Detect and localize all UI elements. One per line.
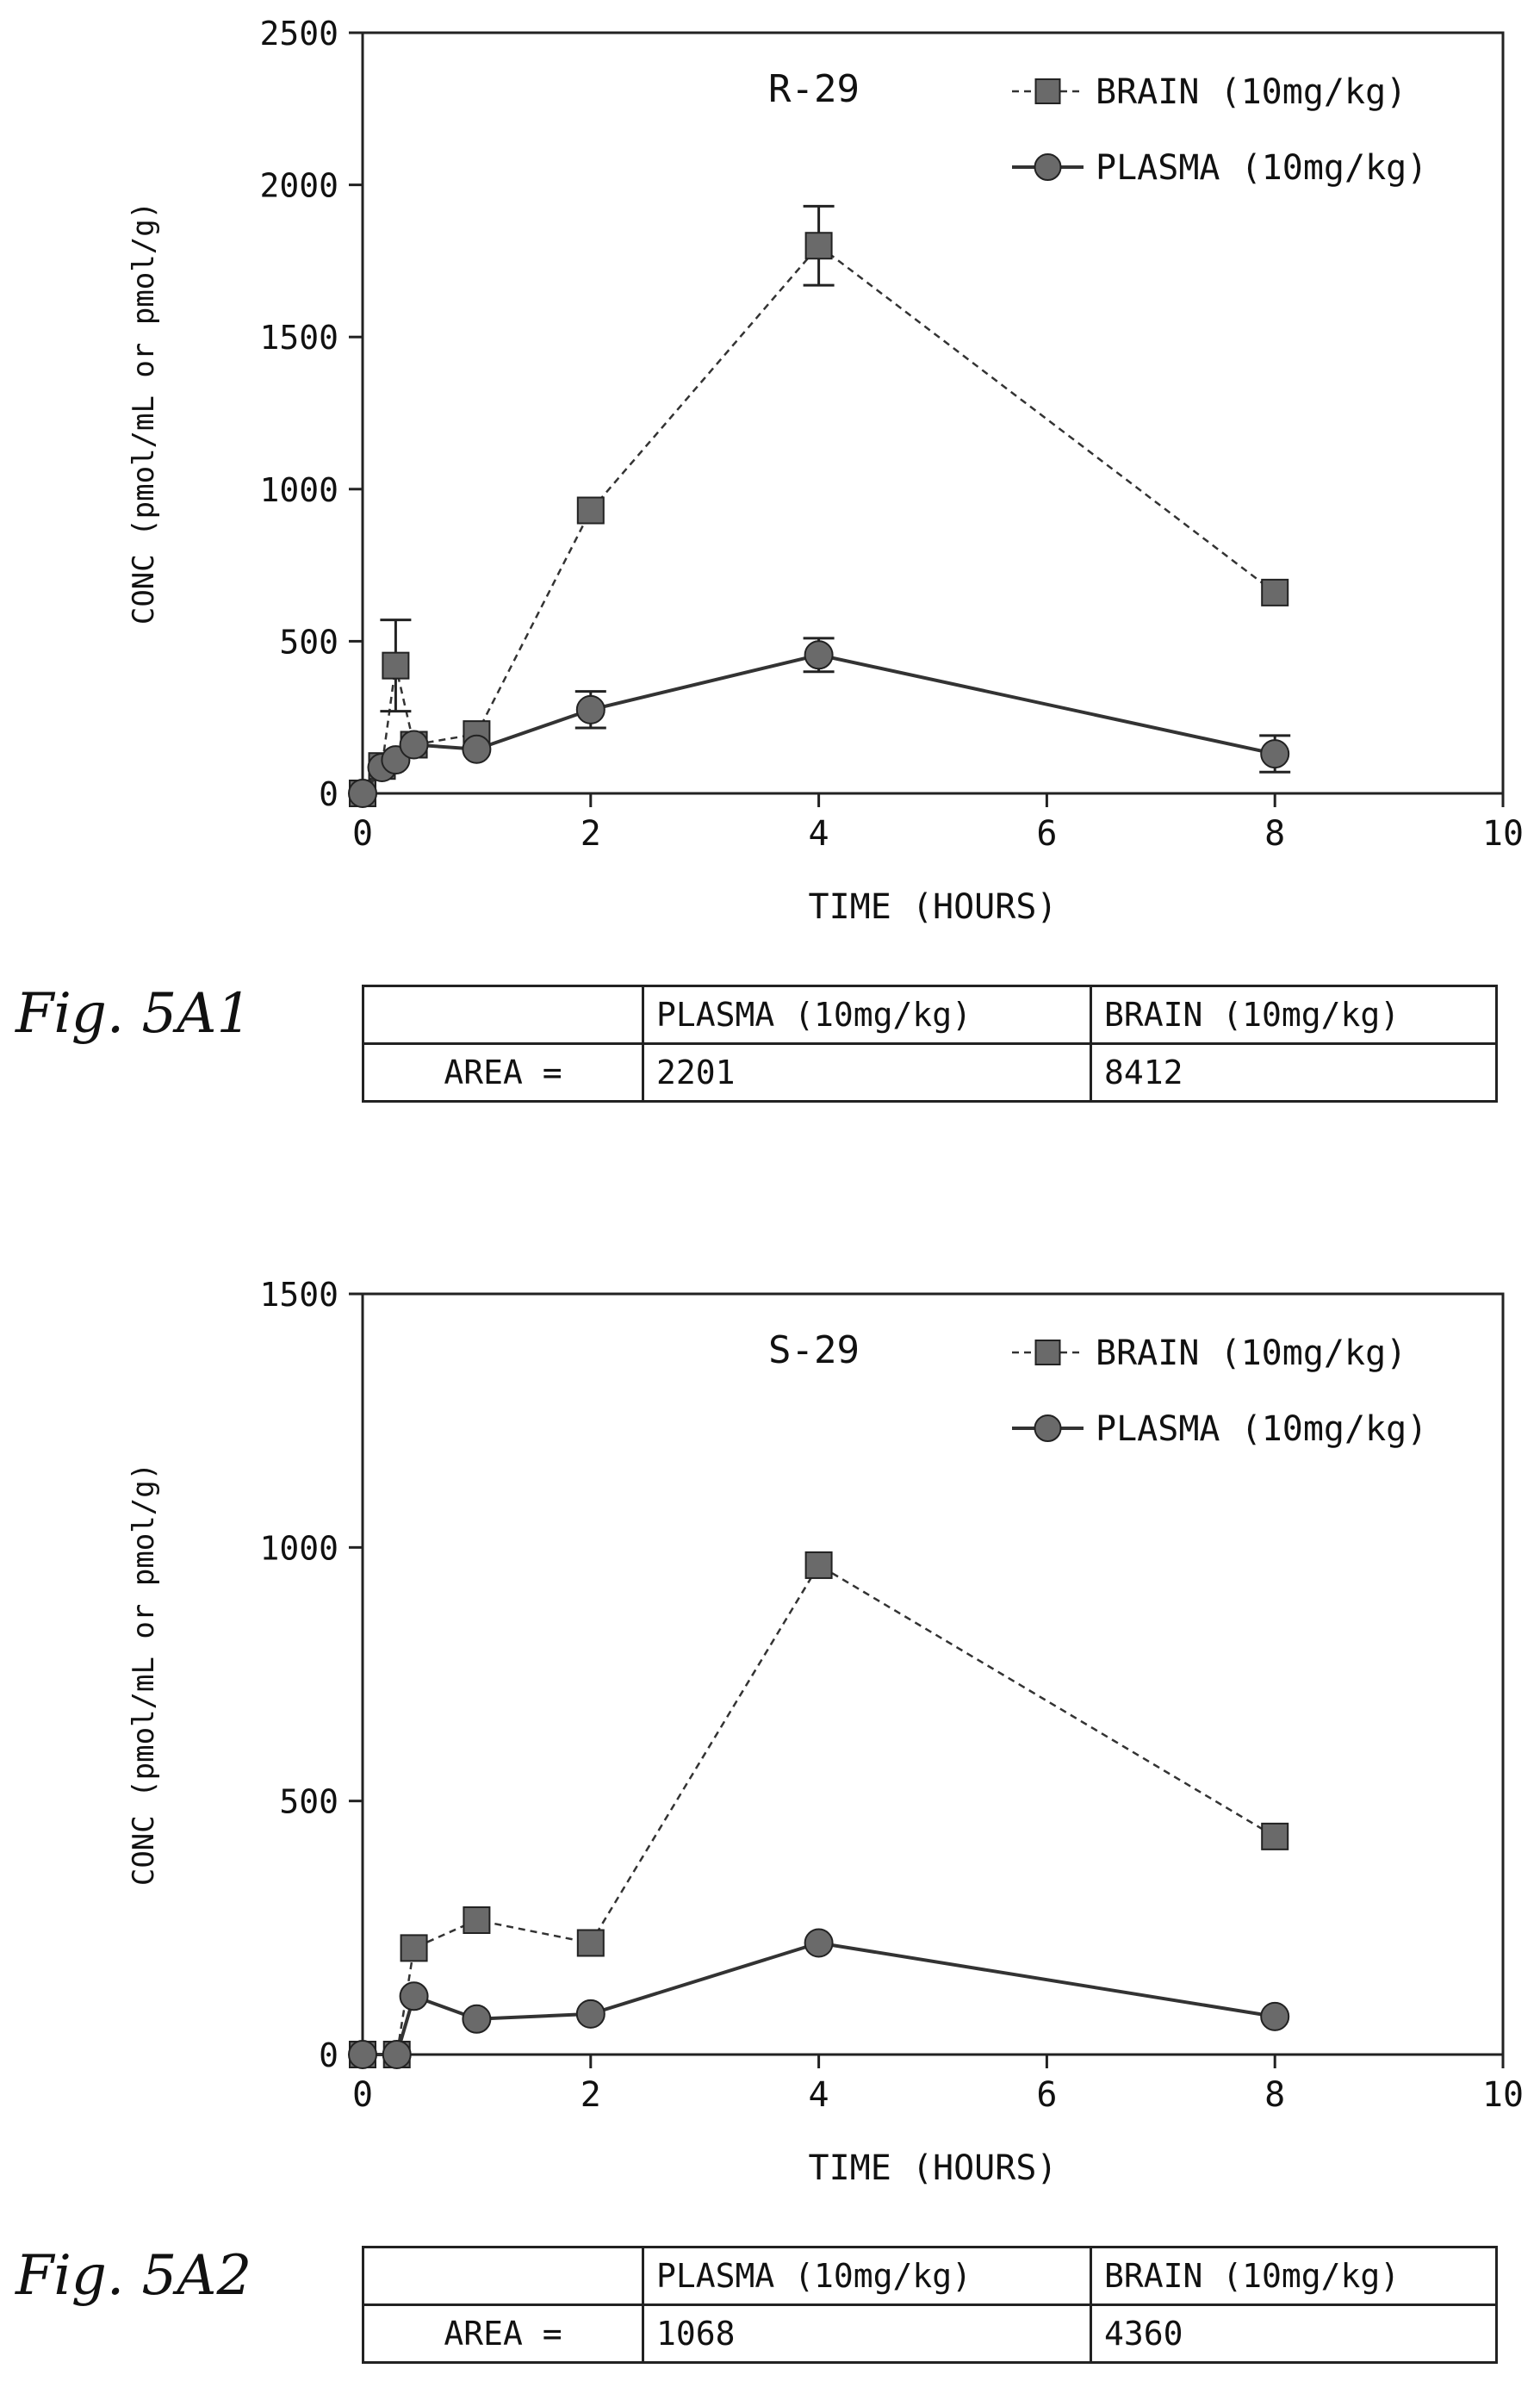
y-axis-label: CONC (pmol/mL or pmol/g) [127,1463,161,1886]
brain-data-point [1261,578,1289,606]
area-table-5a1: PLASMA (10mg/kg) BRAIN (10mg/kg) AREA = … [362,985,1498,1103]
plasma-data-point [382,2040,412,2069]
plasma-legend-label: PLASMA (10mg/kg) [1096,148,1427,188]
table-header-plasma: PLASMA (10mg/kg) [642,985,1092,1045]
x-tick-label: 10 [1482,814,1524,854]
x-tick-label: 6 [1036,814,1057,854]
table-cell-plasma-area: 1068 [642,2303,1092,2364]
plasma-legend-label: PLASMA (10mg/kg) [1096,1409,1427,1449]
brain-data-point [400,1934,428,1962]
y-tick-label: 1500 [259,319,338,357]
figure-label-5a1: Fig. 5A1 [16,982,252,1046]
brain-data-point [463,1906,491,1935]
table-row-label: AREA = [362,1042,644,1103]
plasma-data-point [399,730,429,760]
y-tick-label: 1000 [259,1529,338,1567]
plasma-series-line [361,653,1276,795]
plasma-data-point [399,1981,429,2011]
y-tick-label: 2000 [259,167,338,205]
brain-data-point [576,496,605,525]
x-tick-label: 8 [1264,814,1285,854]
x-tick-label: 2 [581,2075,601,2115]
x-axis-label: TIME (HOURS) [809,887,1058,927]
x-axis-label: TIME (HOURS) [809,2148,1058,2188]
brain-data-point [576,1929,605,1957]
table-header-empty [362,2246,644,2306]
plasma-data-point [804,640,834,670]
brain-data-point [382,651,410,680]
chart-s29: 0 500 1000 1500 0 2 4 6 8 10 TIME (HOURS) CONC (pmo… [127,1276,1524,2188]
brain-data-point [1261,1822,1289,1850]
x-tick-label: 8 [1264,2075,1285,2115]
chart-r29: 0 500 1000 1500 2000 2500 0 2 4 6 8 10 TIME (HOURS) C… [127,15,1524,927]
brain-series-line [363,1564,1276,2056]
table-cell-plasma-area: 2201 [642,1042,1092,1103]
brain-series-line [361,244,1276,794]
x-tick-label: 2 [581,814,601,854]
plasma-data-point [1260,739,1290,769]
table-cell-brain-area: 8412 [1090,1042,1498,1103]
y-tick-label: 1500 [259,1276,338,1314]
brain-data-point [804,1551,833,1579]
plasma-data-point [1260,2001,1290,2031]
figure-label-5a2: Fig. 5A2 [16,2244,252,2308]
table-header-brain: BRAIN (10mg/kg) [1090,985,1498,1045]
table-row-area: AREA = 2201 8412 [362,1042,1498,1103]
plasma-series-line [363,1941,1276,2056]
table-header-empty [362,985,644,1045]
table-row-label: AREA = [362,2303,644,2364]
table-row-area: AREA = 1068 4360 [362,2303,1498,2364]
x-tick-label: 6 [1036,2075,1057,2115]
table-header-row: PLASMA (10mg/kg) BRAIN (10mg/kg) [362,985,1498,1045]
x-tick-label: 0 [352,814,373,854]
chart-title: R-29 [768,67,860,111]
plot-frame [361,31,1505,795]
table-header-plasma: PLASMA (10mg/kg) [642,2246,1092,2306]
plasma-data-point [462,2004,492,2034]
plasma-data-point [348,779,377,808]
plasma-legend-marker [1034,1414,1062,1442]
brain-legend-label: BRAIN (10mg/kg) [1096,72,1406,112]
plasma-data-point [575,694,605,724]
y-tick-label: 0 [319,2036,338,2074]
plasma-legend-marker [1034,153,1062,181]
chart-title: S-29 [768,1328,860,1372]
x-tick-label: 4 [809,814,829,854]
y-tick-label: 1000 [259,471,338,509]
x-tick-label: 4 [809,2075,829,2115]
y-axis-label: CONC (pmol/mL or pmol/g) [127,202,161,625]
x-tick-label: 0 [352,2075,373,2115]
y-tick-label: 2500 [259,15,338,53]
plasma-data-point [462,734,492,764]
y-tick-label: 500 [279,623,338,661]
area-table-5a2: PLASMA (10mg/kg) BRAIN (10mg/kg) AREA = … [362,2246,1498,2364]
y-tick-label: 0 [319,775,338,813]
brain-legend-marker [1034,78,1061,104]
brain-legend-label: BRAIN (10mg/kg) [1096,1334,1406,1373]
table-header-brain: BRAIN (10mg/kg) [1090,2246,1498,2306]
table-header-row: PLASMA (10mg/kg) BRAIN (10mg/kg) [362,2246,1498,2306]
brain-data-point [804,232,833,260]
plasma-data-point [575,1999,605,2029]
plasma-data-point [804,1928,834,1958]
brain-legend-marker [1034,1340,1061,1365]
plot-frame [361,1292,1505,2056]
y-tick-label: 500 [279,1783,338,1821]
plasma-data-point [348,2040,377,2069]
table-cell-brain-area: 4360 [1090,2303,1498,2364]
x-tick-label: 10 [1482,2075,1524,2115]
